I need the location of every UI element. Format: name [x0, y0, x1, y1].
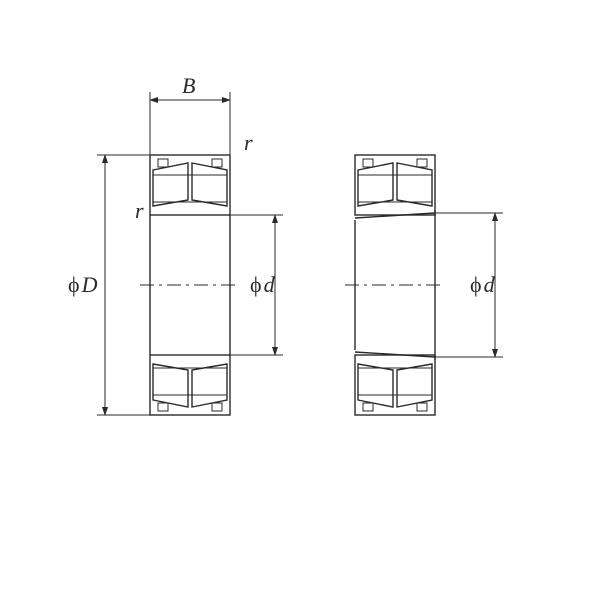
label-D: ϕD [68, 272, 98, 297]
bearing-right [345, 155, 445, 415]
label-r-top: r [244, 130, 253, 155]
label-d1: ϕd [250, 272, 276, 297]
label-d2: ϕd [470, 272, 496, 297]
label-B: B [182, 73, 195, 98]
bearing-diagram: B r r ϕD ϕd ϕd [0, 0, 600, 600]
label-r-left: r [135, 198, 144, 223]
bearing-left [140, 155, 240, 415]
